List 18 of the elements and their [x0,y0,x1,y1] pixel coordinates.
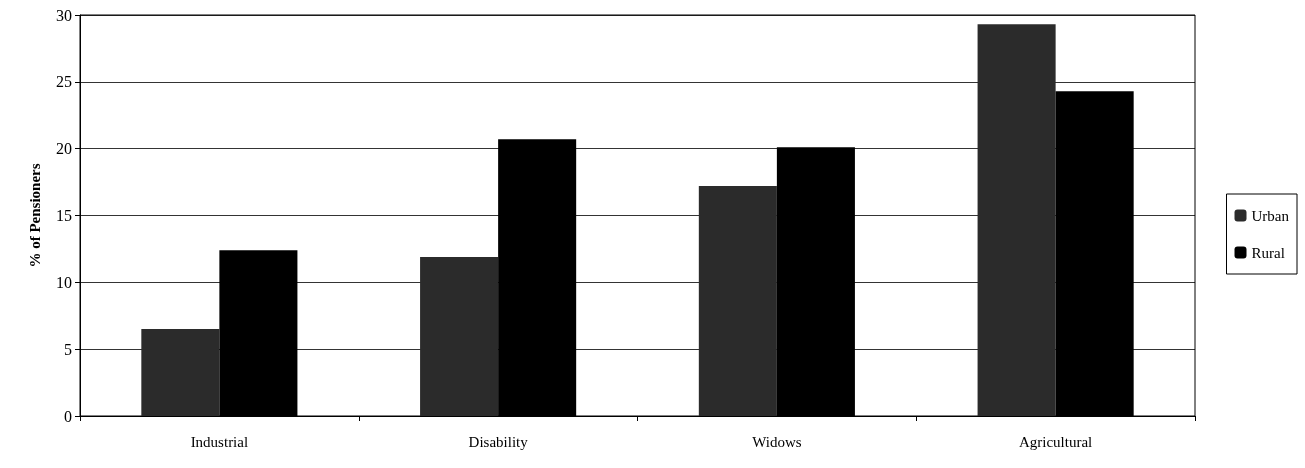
x-tick-label: Disability [468,433,529,450]
x-tick-label: Industrial [190,433,249,450]
bar [141,329,220,416]
legend-label: Rural [1251,244,1285,261]
x-tick-label: Agricultural [1018,433,1093,450]
bar [698,186,777,416]
x-tick-label: Widows [752,433,802,450]
y-axis-title: % of Pensioners [26,163,43,268]
y-tick-label: 25 [56,73,72,91]
y-tick-label: 30 [56,6,72,24]
y-tick-label: 0 [64,407,72,425]
y-tick-label: 20 [56,140,72,158]
bar [977,24,1056,416]
y-tick-label: 15 [56,207,72,224]
bar [420,256,499,416]
legend-label: Urban [1251,207,1290,224]
y-tick-label: 5 [64,340,72,358]
y-tick-label: 10 [56,273,72,291]
